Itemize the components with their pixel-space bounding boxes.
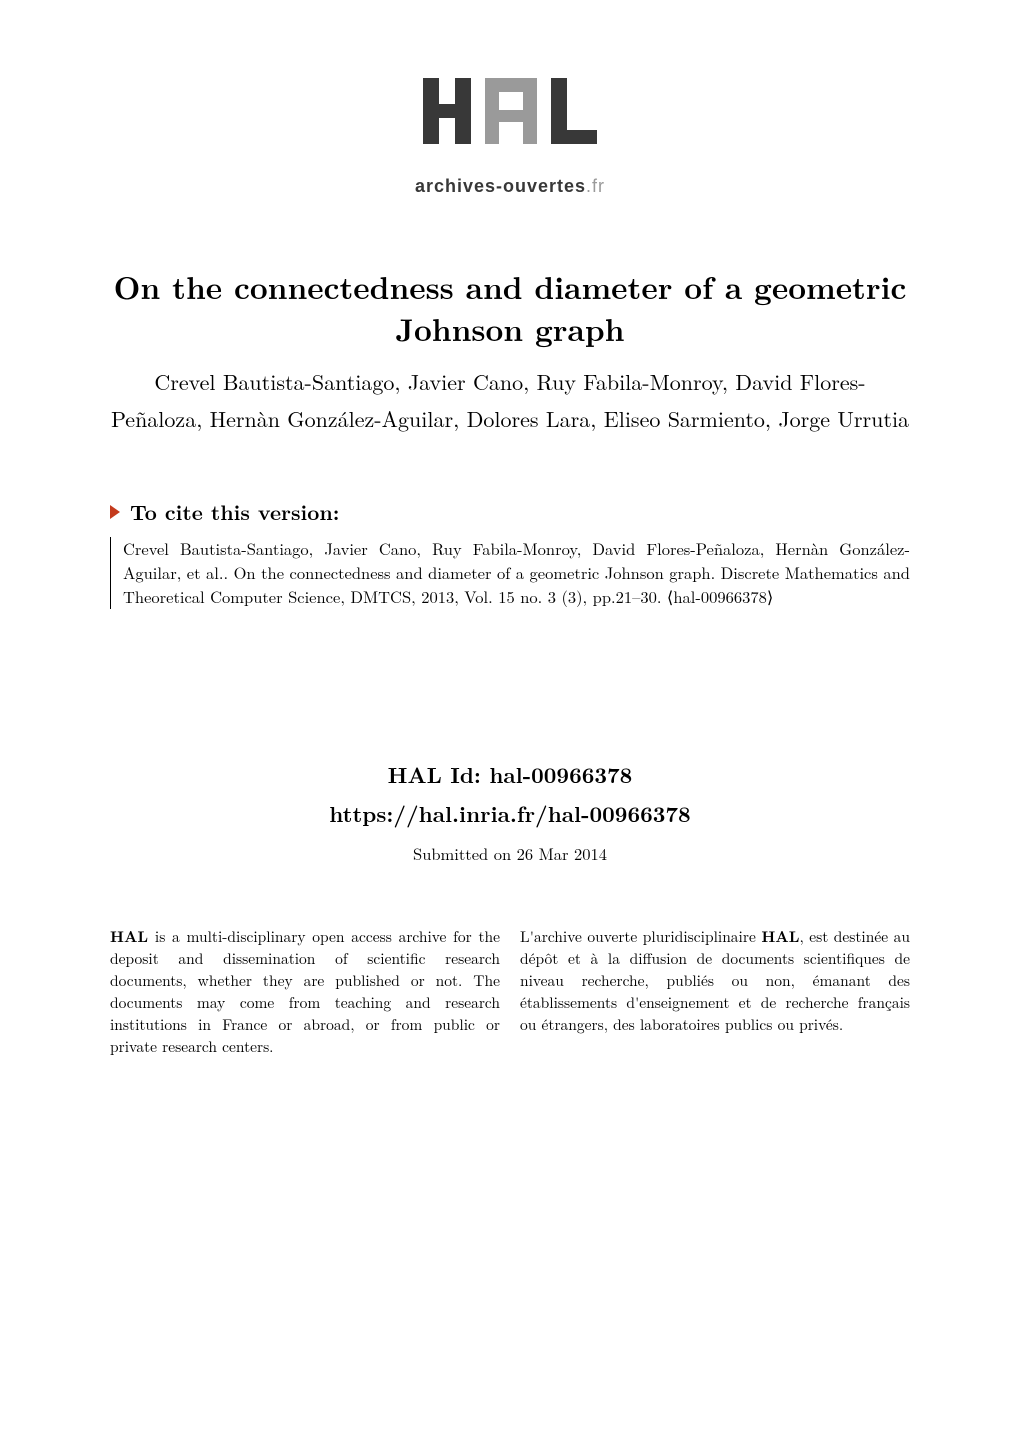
logo-text-main: archives-ouvertes: [415, 176, 586, 196]
hal-logo-block: archives-ouvertes.fr: [110, 70, 910, 197]
description-en-text: is a multi-disciplinary open access arch…: [110, 926, 500, 1057]
cite-heading-row: To cite this version:: [110, 497, 910, 527]
cite-heading: To cite this version:: [130, 497, 339, 527]
hal-bold-en: HAL: [110, 924, 148, 947]
hal-id-block: HAL Id: hal-00966378 https://hal.inria.f…: [110, 759, 910, 865]
logo-text-tld: .fr: [586, 176, 605, 196]
hal-logo-caption: archives-ouvertes.fr: [110, 176, 910, 197]
paper-title: On the connectedness and diameter of a g…: [110, 267, 910, 351]
hal-id: HAL Id: hal-00966378: [110, 759, 910, 790]
description-fr-pre: L'archive ouverte pluridisciplinaire: [520, 926, 761, 947]
description-columns: HAL is a multi-disciplinary open access …: [110, 925, 910, 1058]
hal-bold-fr: HAL: [761, 924, 799, 947]
description-column-fr: L'archive ouverte pluridisciplinaire HAL…: [520, 925, 910, 1058]
hal-url: https://hal.inria.fr/hal-00966378: [110, 798, 910, 829]
cite-marker-icon: [110, 505, 120, 519]
description-column-en: HAL is a multi-disciplinary open access …: [110, 925, 500, 1058]
hal-logo-icon: [415, 70, 605, 165]
paper-authors: Crevel Bautista-Santiago, Javier Cano, R…: [110, 363, 910, 438]
cite-body: Crevel Bautista-Santiago, Javier Cano, R…: [110, 537, 910, 609]
hal-submitted-date: Submitted on 26 Mar 2014: [110, 841, 910, 865]
